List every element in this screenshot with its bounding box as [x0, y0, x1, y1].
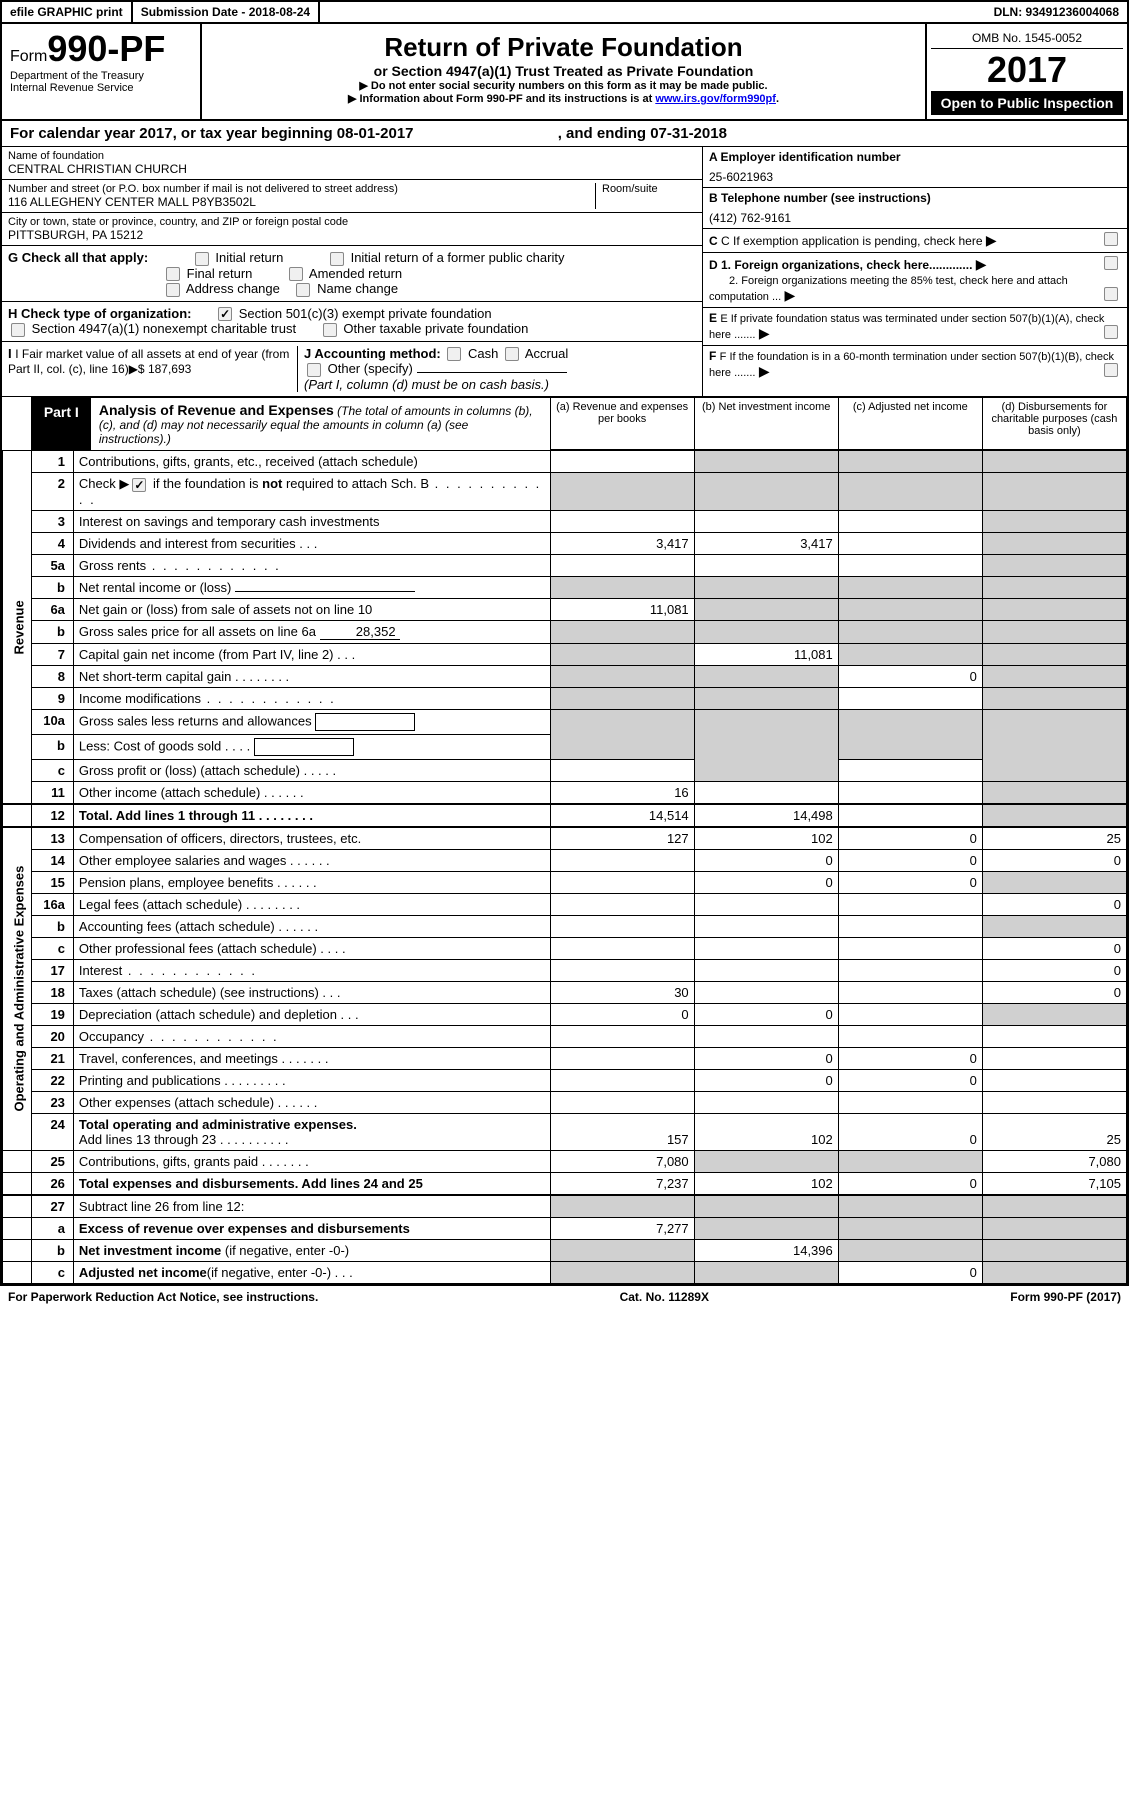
note1: ▶ Do not enter social security numbers o… — [210, 79, 917, 92]
year: 2017 — [931, 49, 1123, 91]
main-title: Return of Private Foundation — [210, 32, 917, 63]
subtitle: or Section 4947(a)(1) Trust Treated as P… — [210, 63, 917, 79]
checkbox-501c3[interactable] — [218, 307, 232, 321]
checkbox-initial-former[interactable] — [330, 252, 344, 266]
info-left: Name of foundation CENTRAL CHRISTIAN CHU… — [2, 147, 702, 396]
dln: DLN: 93491236004068 — [986, 2, 1127, 22]
part1-table: Part I Analysis of Revenue and Expenses … — [2, 397, 1127, 1284]
section-g: G Check all that apply: Initial return I… — [2, 246, 702, 302]
checkbox-sch-b[interactable] — [132, 478, 146, 492]
checkbox-address[interactable] — [166, 283, 180, 297]
section-h: H Check type of organization: Section 50… — [2, 302, 702, 342]
header-row: Form990-PF Department of the Treasury In… — [2, 24, 1127, 121]
calendar-year: For calendar year 2017, or tax year begi… — [2, 121, 1127, 147]
part1-badge: Part I — [32, 398, 91, 450]
part1-desc: Analysis of Revenue and Expenses (The to… — [91, 398, 550, 450]
form-container: efile GRAPHIC print Submission Date - 20… — [0, 0, 1129, 1286]
checkbox-d1[interactable] — [1104, 256, 1118, 270]
checkbox-e[interactable] — [1104, 325, 1118, 339]
col-c-header: (c) Adjusted net income — [838, 397, 982, 449]
section-e: E E If private foundation status was ter… — [703, 308, 1127, 346]
address-cell: Number and street (or P.O. box number if… — [2, 180, 702, 213]
omb: OMB No. 1545-0052 — [931, 28, 1123, 49]
section-d: D 1. Foreign organizations, check here..… — [703, 253, 1127, 308]
header-center: Return of Private Foundation or Section … — [202, 24, 927, 119]
form-number: 990-PF — [47, 28, 165, 69]
foundation-name-cell: Name of foundation CENTRAL CHRISTIAN CHU… — [2, 147, 702, 180]
col-b-header: (b) Net investment income — [694, 397, 838, 449]
efile-label: efile GRAPHIC print — [2, 2, 133, 22]
header-right: OMB No. 1545-0052 2017 Open to Public In… — [927, 24, 1127, 119]
phone-cell: B Telephone number (see instructions) (4… — [703, 188, 1127, 229]
checkbox-amended[interactable] — [289, 267, 303, 281]
section-ij: I I Fair market value of all assets at e… — [2, 342, 702, 396]
footer-left: For Paperwork Reduction Act Notice, see … — [8, 1290, 318, 1304]
checkbox-accrual[interactable] — [505, 347, 519, 361]
checkbox-cash[interactable] — [447, 347, 461, 361]
header-left: Form990-PF Department of the Treasury In… — [2, 24, 202, 119]
submission-date: Submission Date - 2018-08-24 — [133, 2, 320, 22]
col-a-header: (a) Revenue and expenses per books — [550, 397, 694, 449]
checkbox-other-tax[interactable] — [323, 323, 337, 337]
info-right: A Employer identification number 25-6021… — [702, 147, 1127, 396]
revenue-label: Revenue — [3, 450, 32, 804]
ein-cell: A Employer identification number 25-6021… — [703, 147, 1127, 188]
col-d-header: (d) Disbursements for charitable purpose… — [982, 397, 1126, 449]
checkbox-final[interactable] — [166, 267, 180, 281]
topbar: efile GRAPHIC print Submission Date - 20… — [2, 2, 1127, 24]
dept: Department of the Treasury — [10, 70, 192, 82]
footer: For Paperwork Reduction Act Notice, see … — [0, 1286, 1129, 1308]
section-f: F F If the foundation is in a 60-month t… — [703, 346, 1127, 383]
form-label: Form — [10, 48, 47, 65]
footer-center: Cat. No. 11289X — [620, 1290, 709, 1304]
checkbox-initial[interactable] — [195, 252, 209, 266]
checkbox-name[interactable] — [296, 283, 310, 297]
irs: Internal Revenue Service — [10, 82, 192, 94]
checkbox-f[interactable] — [1104, 363, 1118, 377]
footer-right: Form 990-PF (2017) — [1010, 1290, 1121, 1304]
checkbox-4947[interactable] — [11, 323, 25, 337]
expenses-label: Operating and Administrative Expenses — [3, 827, 32, 1151]
open-public: Open to Public Inspection — [931, 91, 1123, 115]
checkbox-other-method[interactable] — [307, 363, 321, 377]
irs-link[interactable]: www.irs.gov/form990pf — [655, 93, 776, 105]
section-c: C C If exemption application is pending,… — [703, 229, 1127, 253]
checkbox-d2[interactable] — [1104, 287, 1118, 301]
note2: ▶ Information about Form 990-PF and its … — [210, 92, 917, 105]
checkbox-c[interactable] — [1104, 232, 1118, 246]
city-cell: City or town, state or province, country… — [2, 213, 702, 246]
info-grid: Name of foundation CENTRAL CHRISTIAN CHU… — [2, 147, 1127, 397]
